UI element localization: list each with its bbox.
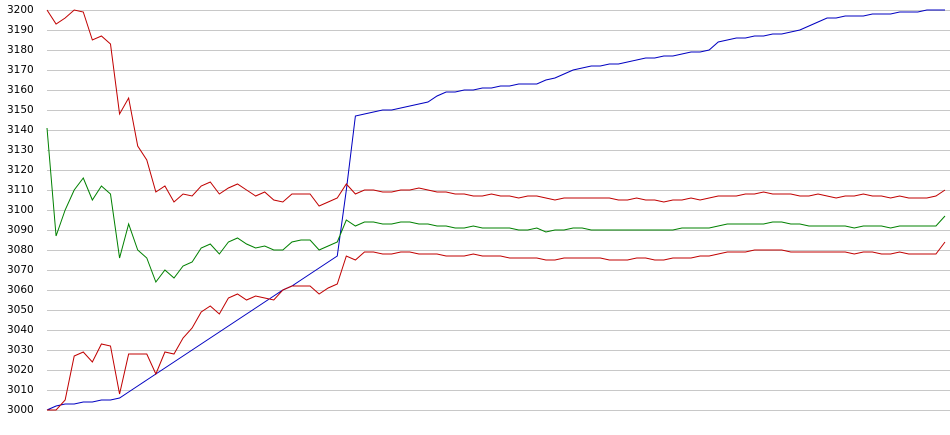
- y-tick-label: 3110: [7, 184, 34, 196]
- data-line: [46, 9, 945, 411]
- y-tick-label: 3150: [7, 104, 34, 116]
- y-tick-label: 3200: [7, 4, 34, 16]
- y-tick-label: 3130: [7, 144, 34, 156]
- y-tick-label: 3120: [7, 164, 34, 176]
- y-tick-label: 3090: [7, 224, 34, 236]
- data-line: [46, 127, 946, 284]
- y-tick-label: 3100: [7, 204, 34, 216]
- y-tick-label: 3180: [7, 44, 34, 56]
- y-tick-label: 3030: [7, 344, 34, 356]
- y-tick-label: 3020: [7, 364, 34, 376]
- y-tick-label: 3010: [7, 384, 34, 396]
- y-tick-label: 3070: [7, 264, 34, 276]
- data-line: [46, 9, 946, 207]
- data-line: [47, 241, 946, 411]
- y-tick-label: 3040: [7, 324, 34, 336]
- y-tick-label: 3080: [7, 244, 34, 256]
- y-tick-label: 3160: [7, 84, 34, 96]
- y-tick-label: 3140: [7, 124, 34, 136]
- y-tick-label: 3060: [7, 284, 34, 296]
- y-tick-label: 3170: [7, 64, 34, 76]
- y-tick-label: 3050: [7, 304, 34, 316]
- y-tick-label: 3000: [7, 404, 34, 416]
- y-tick-label: 3190: [7, 24, 34, 36]
